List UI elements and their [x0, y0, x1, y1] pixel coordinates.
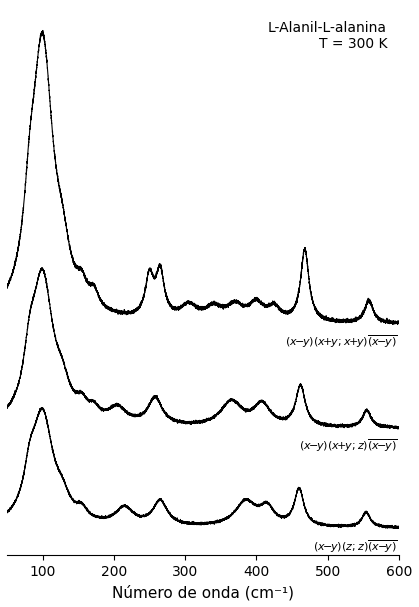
- Text: $(x\!\!-\!\!y)(z;z)\overline{(x\!\!-\!\!y)}$: $(x\!\!-\!\!y)(z;z)\overline{(x\!\!-\!\!…: [313, 538, 398, 555]
- Text: L-Alanil-L-alanina
T = 300 K: L-Alanil-L-alanina T = 300 K: [268, 21, 387, 51]
- Text: $(x\!\!-\!\!y)(x\!\!+\!\!y;x\!\!+\!\!y)\overline{(x\!\!-\!\!y)}$: $(x\!\!-\!\!y)(x\!\!+\!\!y;x\!\!+\!\!y)\…: [285, 333, 398, 350]
- X-axis label: Número de onda (cm⁻¹): Número de onda (cm⁻¹): [112, 585, 294, 600]
- Text: $(x\!\!-\!\!y)(x\!\!+\!\!y;z)\overline{(x\!\!-\!\!y)}$: $(x\!\!-\!\!y)(x\!\!+\!\!y;z)\overline{(…: [299, 438, 398, 454]
